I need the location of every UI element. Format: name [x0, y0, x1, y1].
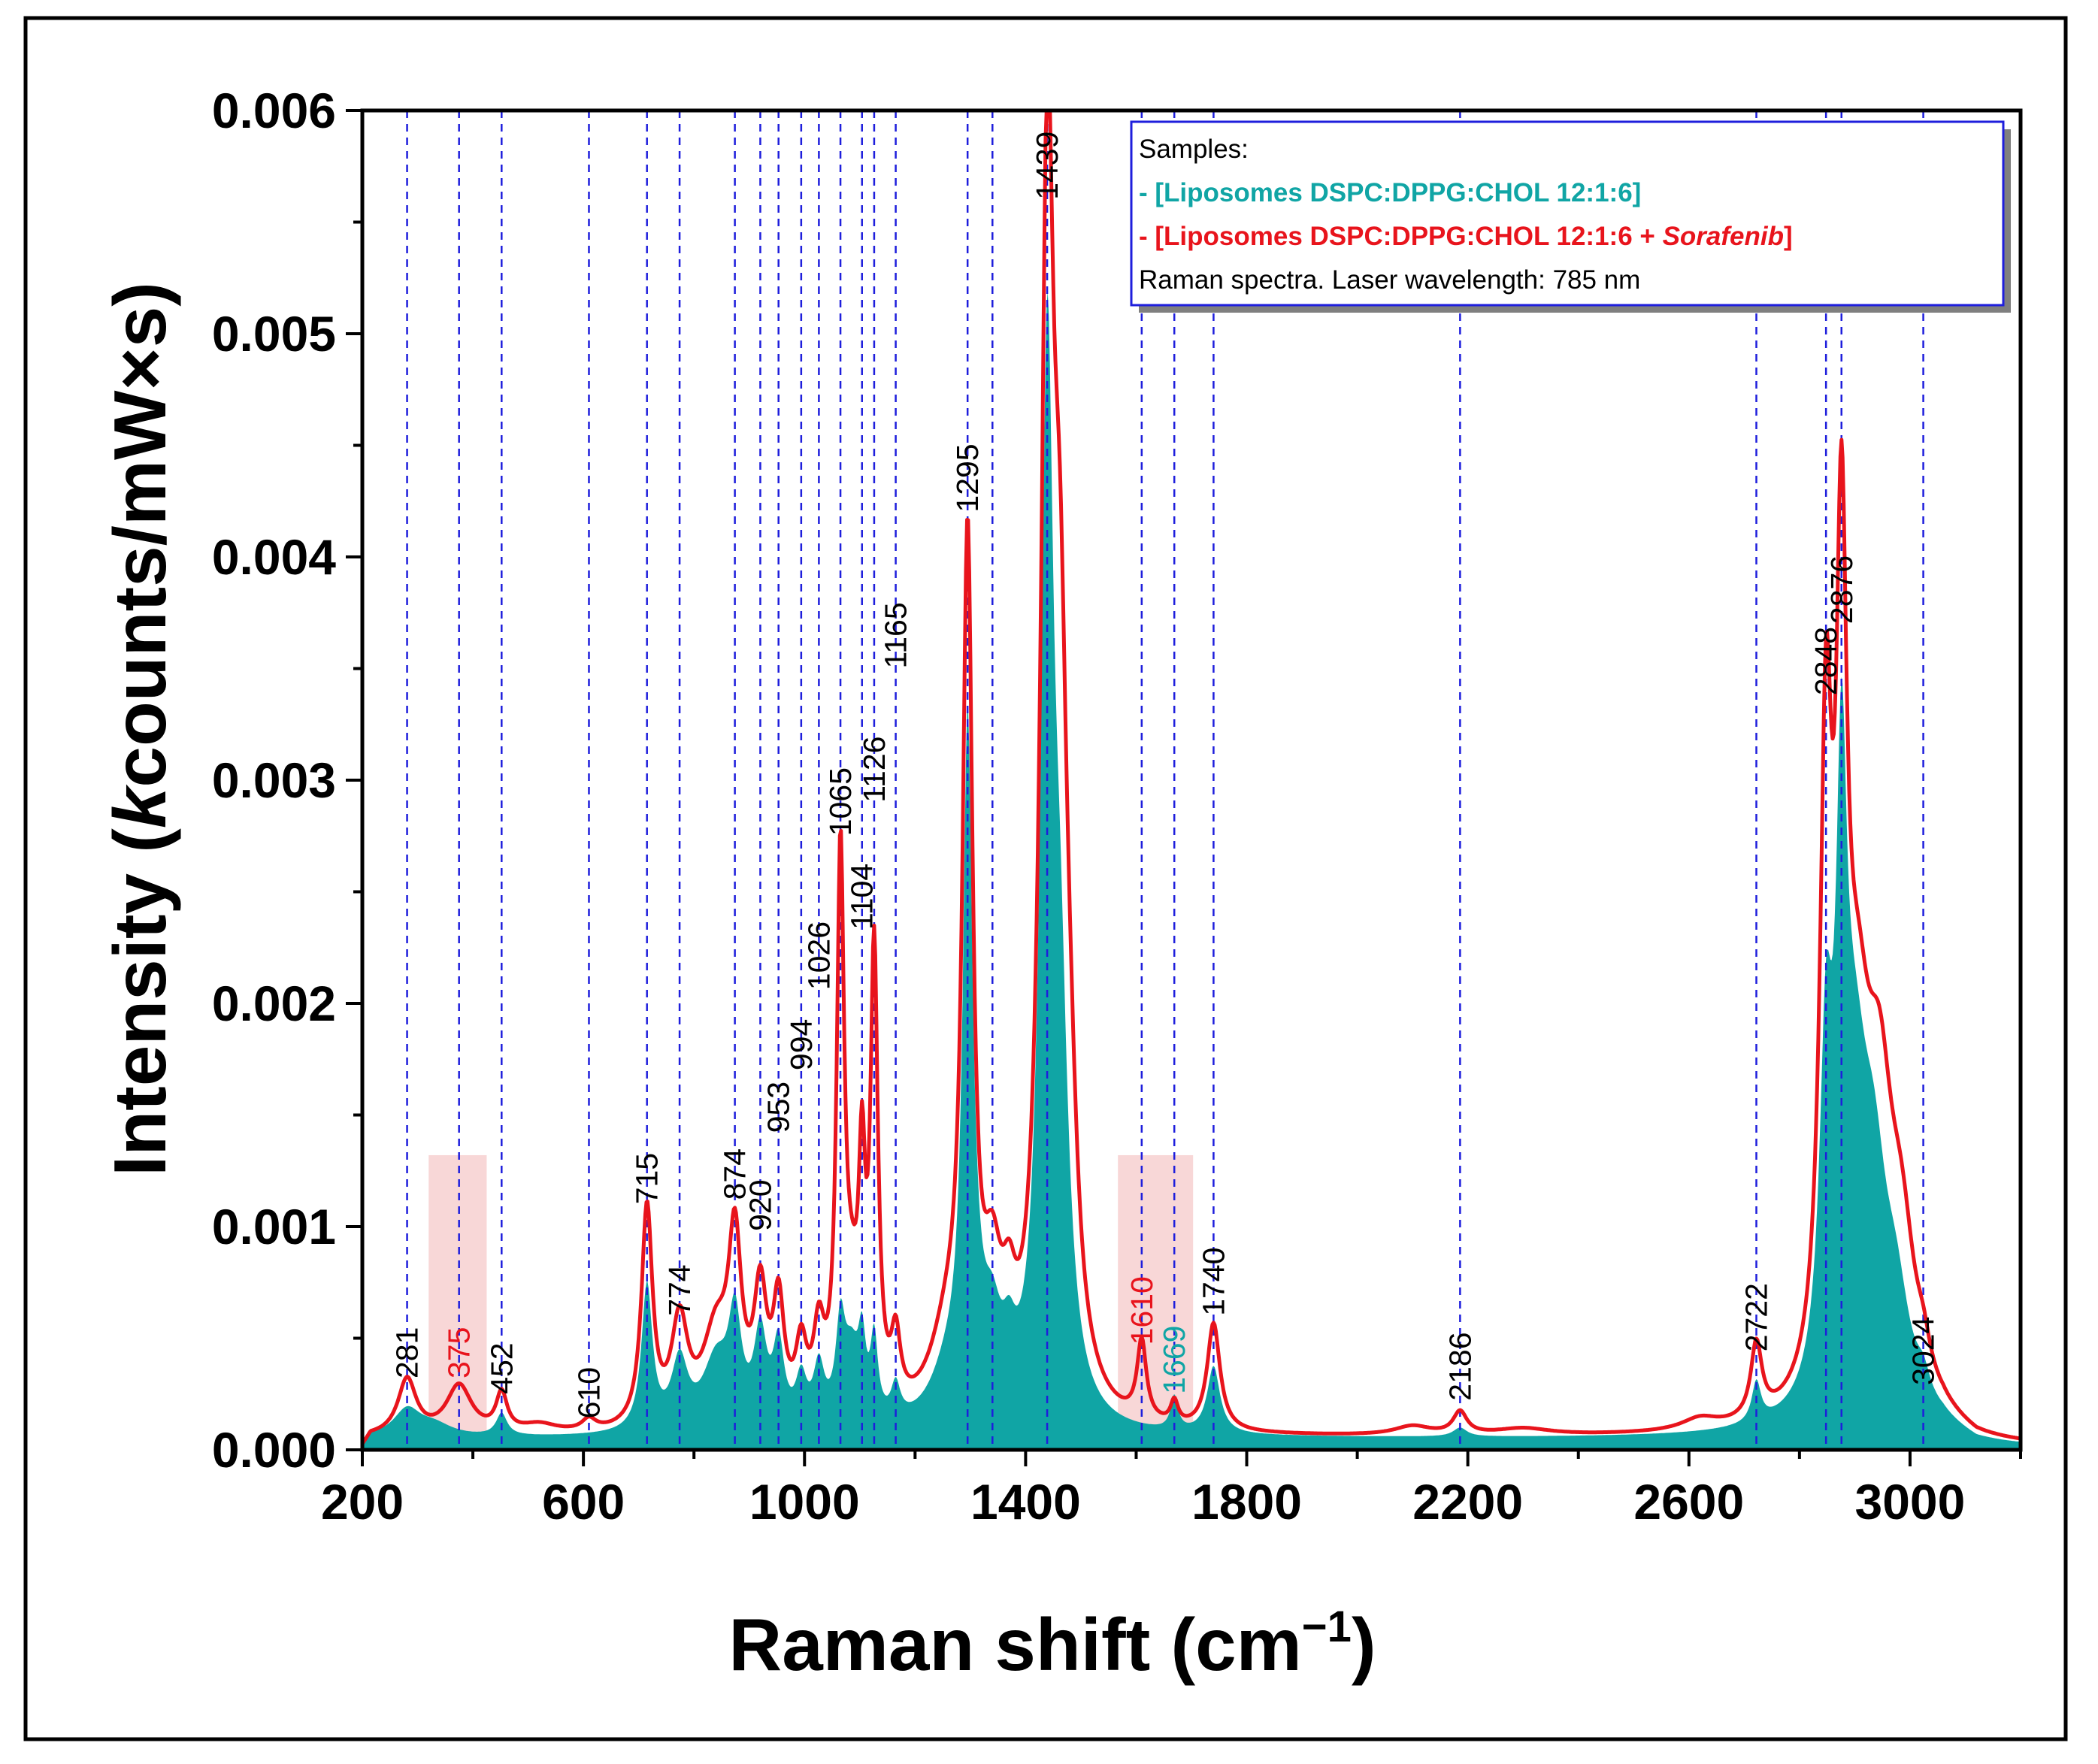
peak-labels: 281 375 452 6107157748749209539941026106511… — [390, 132, 1941, 1419]
series-sorafenib-line — [360, 108, 2021, 1445]
peak-label-1439: 1439 — [1030, 132, 1064, 200]
x-tick-label-1400: 1400 — [970, 1474, 1081, 1530]
peak-label-994: 994 — [784, 1019, 819, 1070]
peak-label-1065: 1065 — [823, 767, 858, 836]
peak-label-1104: 1104 — [845, 864, 879, 930]
peak-label-610: 610 — [572, 1367, 607, 1418]
peak-label-375: 375 — [442, 1327, 477, 1378]
series-liposomes-fill — [362, 292, 2021, 1451]
x-tick-label-2200: 2200 — [1412, 1474, 1523, 1530]
liposomes-spectrum — [362, 292, 2021, 1451]
sorafenib-spectrum — [360, 108, 2021, 1445]
x-tick-label-200: 200 — [321, 1474, 404, 1530]
y-tick-label-1: 0.001 — [212, 1199, 336, 1254]
x-axis-title-close: ) — [1352, 1603, 1376, 1686]
peak-label-2722: 2722 — [1739, 1283, 1774, 1351]
y-axis-title-italic: k — [98, 784, 181, 828]
peak-label-774: 774 — [662, 1264, 697, 1315]
legend-box — [1130, 120, 2005, 307]
y-tick-label-5: 0.005 — [212, 306, 336, 362]
y-axis-title: Intensity (kcounts/mW×s) — [98, 282, 181, 1176]
legend-entry-sorafenib: - [Liposomes DSPC:DPPG:CHOL 12:1:6 + Sor… — [1139, 222, 1793, 251]
peak-label-1026: 1026 — [801, 921, 836, 990]
peak-label-1669: 1669 — [1157, 1326, 1191, 1394]
shaded-region-2 — [1118, 1154, 1194, 1450]
peak-label-1610: 1610 — [1125, 1276, 1159, 1345]
peak-label-2876: 2876 — [1824, 555, 1859, 624]
y-tick-label-6: 0.006 — [212, 83, 336, 138]
y-tick-label-2: 0.002 — [212, 976, 336, 1031]
peak-label-953: 953 — [761, 1082, 796, 1133]
peak-label-2186: 2186 — [1443, 1332, 1477, 1400]
peak-label-1740: 1740 — [1196, 1248, 1231, 1316]
legend-note: Raman spectra. Laser wavelength: 785 nm — [1139, 265, 1640, 295]
x-axis-title-superscript: −1 — [1302, 1602, 1352, 1651]
y-tick-label-4: 0.004 — [212, 529, 336, 585]
peak-guide-lines — [406, 110, 1924, 1450]
legend-entry-liposomes: - [Liposomes DSPC:DPPG:CHOL 12:1:6] — [1139, 178, 1641, 207]
x-tick-label-600: 600 — [542, 1474, 625, 1530]
x-tick-label-2600: 2600 — [1633, 1474, 1744, 1530]
y-tick-label-3: 0.003 — [212, 752, 336, 808]
peak-label-1295: 1295 — [950, 443, 985, 512]
legend: Samples: - [Liposomes DSPC:DPPG:CHOL 12:… — [1130, 120, 2011, 313]
x-tick-label-3000: 3000 — [1855, 1474, 1966, 1530]
x-axis-title: Raman shift (cm−1) — [728, 1602, 1376, 1686]
peak-label-3024: 3024 — [1906, 1317, 1941, 1385]
peak-label-920: 920 — [743, 1179, 777, 1230]
shaded-regions — [428, 1154, 1194, 1450]
legend-sorafenib-italic: Sorafenib — [1663, 222, 1784, 251]
peak-label-281: 281 — [390, 1327, 425, 1378]
x-tick-label-1800: 1800 — [1191, 1474, 1302, 1530]
outer-frame — [23, 16, 2068, 1741]
peak-label-715: 715 — [630, 1153, 665, 1204]
peak-label-2848: 2848 — [1809, 627, 1843, 695]
shaded-region-1 — [428, 1154, 487, 1450]
y-tick-label-0: 0.000 — [212, 1422, 336, 1478]
peak-label-1126: 1126 — [857, 737, 892, 803]
axes: 200 600 1000 1400 1800 2200 2600 3000 0.000 0.001… — [212, 83, 2023, 1530]
x-tick-label-1000: 1000 — [749, 1474, 860, 1530]
peak-label-452: 452 — [484, 1342, 519, 1393]
peak-label-1165: 1165 — [879, 602, 913, 668]
legend-heading: Samples: — [1139, 135, 1249, 164]
peak-label-874: 874 — [718, 1148, 752, 1200]
